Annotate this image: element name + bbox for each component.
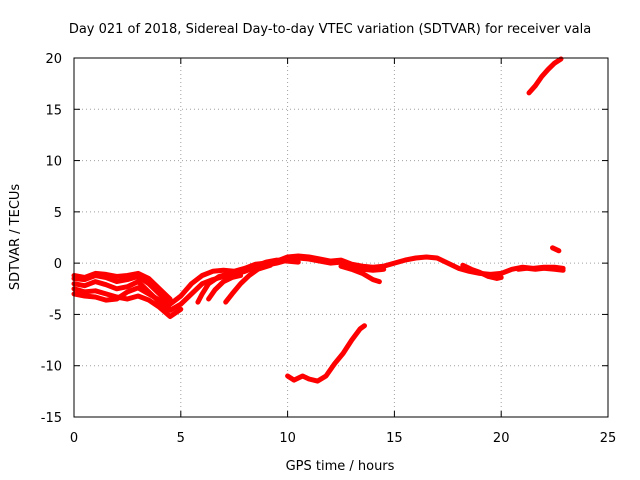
series-track-14 [460,262,504,281]
y-tick-label: 20 [45,52,62,67]
x-axis-label: GPS time / hours [286,459,395,474]
series-track-8 [206,273,244,302]
chart-title: Day 021 of 2018, Sidereal Day-to-day VTE… [69,22,591,37]
x-tick-labels: 0 5 10 15 20 25 [70,431,616,446]
x-tick-label: 10 [279,431,296,446]
series-track-11 [285,323,367,384]
series-track-9 [255,257,301,268]
series-track-12 [526,56,564,96]
y-tick-label: -15 [41,411,62,426]
y-tick-label: -10 [41,360,62,375]
y-tick-label: -5 [49,308,62,323]
x-tick-label: 0 [70,431,78,446]
series-track-4 [71,270,173,302]
series-track-15 [515,265,566,273]
x-tick-label: 20 [493,431,510,446]
y-tick-label: 5 [54,206,62,221]
series-track-3 [71,286,184,319]
axis-ticks [73,57,609,418]
y-tick-label: 0 [54,257,62,272]
series-track-13 [550,245,562,254]
y-axis-label: SDTVAR / TECUs [8,184,23,291]
grid-lines [74,58,608,417]
y-tick-labels: -15 -10 -5 0 5 10 15 20 [41,52,62,426]
series-track-7 [223,262,273,305]
series-track-6 [195,269,244,305]
y-tick-label: 10 [45,155,62,170]
data-series [71,56,566,384]
series-track-2 [71,255,387,313]
x-tick-label: 25 [600,431,617,446]
x-tick-label: 15 [386,431,403,446]
series-track-10 [338,263,382,285]
plot-frame [73,57,609,418]
x-tick-label: 5 [177,431,185,446]
y-tick-label: 15 [45,103,62,118]
series-track-5 [71,285,173,312]
